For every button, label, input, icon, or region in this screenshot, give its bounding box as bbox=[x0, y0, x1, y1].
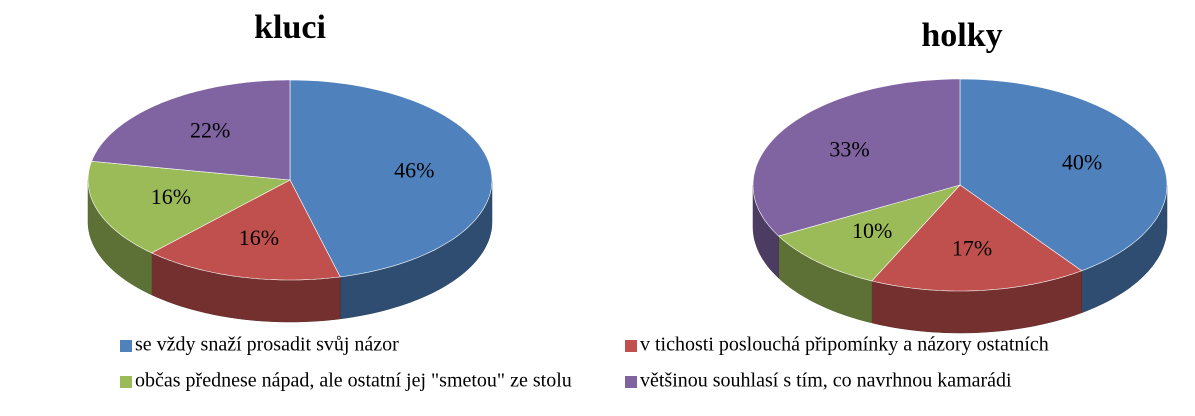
pie-slice bbox=[871, 184, 1083, 292]
pie-slice bbox=[151, 179, 341, 281]
data-label: 10% bbox=[852, 218, 892, 243]
data-label: 46% bbox=[394, 157, 434, 182]
pie-slice bbox=[777, 184, 961, 282]
data-label: 33% bbox=[829, 137, 869, 162]
pie-slice bbox=[91, 79, 291, 181]
legend-label: se vždy snaží prosadit svůj názor bbox=[135, 334, 399, 356]
data-label: 16% bbox=[239, 225, 279, 250]
legend-label: v tichosti poslouchá připomínky a názory… bbox=[640, 334, 1049, 356]
chart-title: kluci bbox=[254, 9, 326, 46]
pie-slice bbox=[289, 79, 493, 278]
data-label: 40% bbox=[1062, 150, 1102, 175]
legend-swatch bbox=[120, 376, 132, 388]
data-label: 22% bbox=[190, 117, 230, 142]
legend-swatch bbox=[120, 340, 132, 352]
legend-swatch bbox=[625, 340, 637, 352]
legend-swatch bbox=[625, 376, 637, 388]
data-label: 16% bbox=[151, 184, 191, 209]
legend-label: většinou souhlasí s tím, co navrhnou kam… bbox=[640, 370, 1012, 392]
data-label: 17% bbox=[952, 235, 992, 260]
pie-slice bbox=[87, 160, 292, 254]
legend-label: občas přednese nápad, ale ostatní jej "s… bbox=[135, 370, 572, 392]
pie-slice bbox=[752, 78, 961, 237]
pie-slice bbox=[959, 78, 1168, 272]
chart-title: holky bbox=[921, 17, 1002, 54]
